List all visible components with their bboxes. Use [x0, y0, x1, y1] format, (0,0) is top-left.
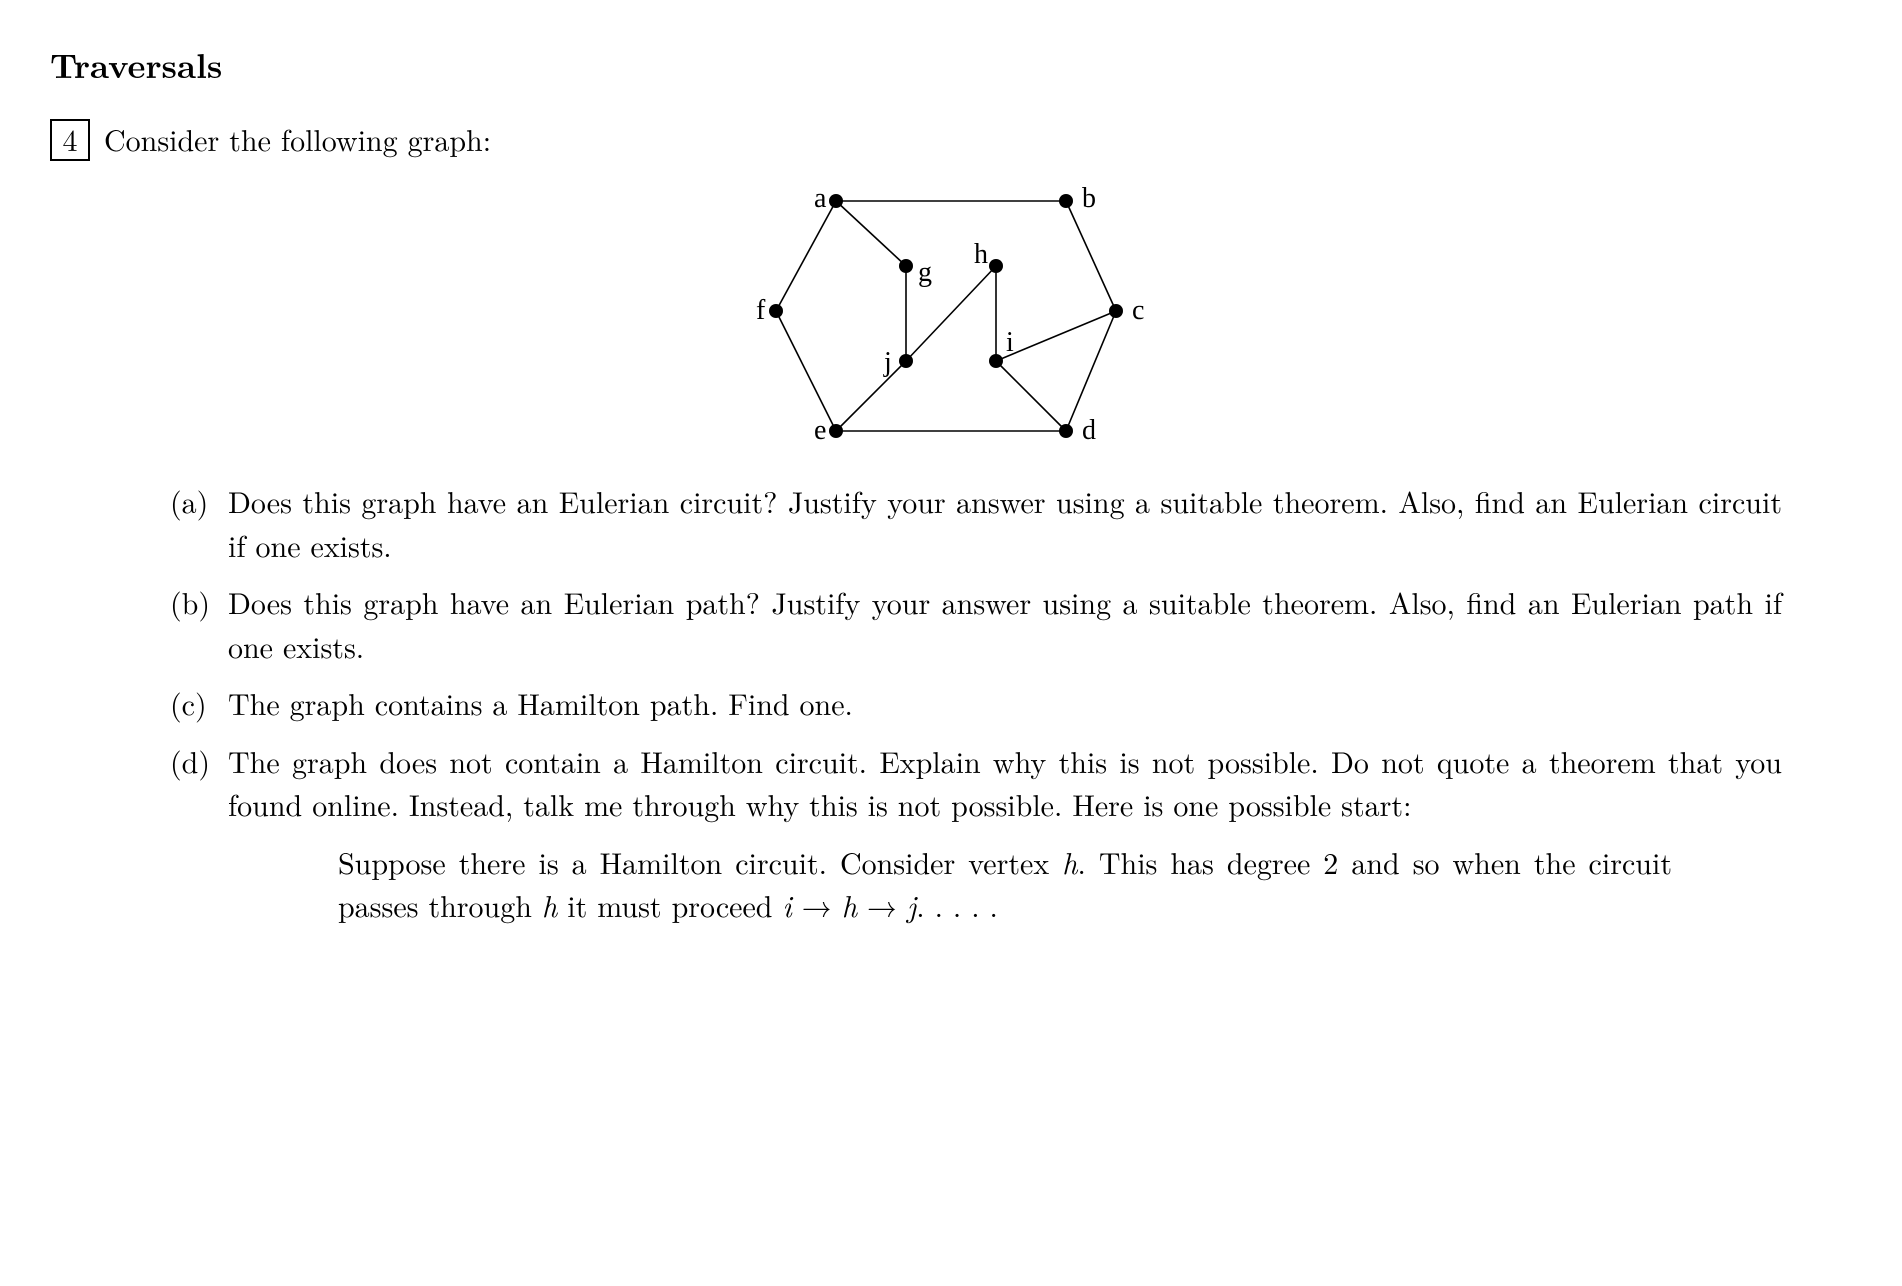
- graph-label-i: i: [1006, 327, 1014, 358]
- graph-label-g: g: [918, 257, 932, 288]
- subpart-label: (c): [170, 681, 214, 725]
- graph-edge: [1066, 201, 1116, 311]
- math-var-i: i: [782, 883, 791, 926]
- graph-label-a: a: [814, 183, 827, 214]
- arrow-glyph: →: [792, 883, 842, 926]
- graph-container: a b c d e f g h i j: [50, 171, 1852, 461]
- graph-edge: [776, 201, 836, 311]
- graph-node-e: [829, 424, 843, 438]
- graph-node-d: [1059, 424, 1073, 438]
- math-var-h: h: [842, 883, 857, 926]
- graph-node-b: [1059, 194, 1073, 208]
- graph-edge: [836, 201, 906, 266]
- subpart-text: The graph does not contain a Hamilton ci…: [228, 739, 1782, 927]
- problem-header: 4 Consider the following graph:: [50, 117, 1852, 161]
- subparts-list: (a) Does this graph have an Eulerian cir…: [170, 479, 1782, 927]
- graph-edge: [776, 311, 836, 431]
- graph-edge: [836, 361, 906, 431]
- graph-label-d: d: [1082, 415, 1096, 446]
- graph-node-a: [829, 194, 843, 208]
- subpart-c: (c) The graph contains a Hamilton path. …: [170, 681, 1782, 725]
- graph-label-f: f: [756, 295, 766, 326]
- subpart-a: (a) Does this graph have an Eulerian cir…: [170, 479, 1782, 566]
- graph-figure: a b c d e f g h i j: [736, 171, 1166, 461]
- graph-node-i: [989, 354, 1003, 368]
- graph-label-h: h: [974, 239, 988, 270]
- subpart-text: The graph contains a Hamilton path. Find…: [228, 681, 1782, 725]
- graph-node-j: [899, 354, 913, 368]
- subpart-d-text: The graph does not contain a Hamilton ci…: [228, 739, 1782, 826]
- graph-label-b: b: [1082, 183, 1096, 214]
- graph-label-j: j: [883, 347, 892, 378]
- graph-node-c: [1109, 304, 1123, 318]
- graph-edge: [996, 361, 1066, 431]
- subpart-label: (d): [170, 739, 214, 927]
- subpart-b: (b) Does this graph have an Eulerian pat…: [170, 580, 1782, 667]
- section-heading: Traversals: [50, 40, 1852, 89]
- page: Traversals 4 Consider the following grap…: [0, 0, 1902, 1286]
- quote-text: . . . . .: [916, 883, 998, 926]
- problem-number-box: 4: [50, 119, 90, 161]
- arrow-glyph: →: [857, 883, 907, 926]
- subpart-label: (a): [170, 479, 214, 566]
- graph-node-f: [769, 304, 783, 318]
- quote-text: it must proceed: [557, 883, 782, 926]
- graph-node-h: [989, 259, 1003, 273]
- graph-label-c: c: [1132, 295, 1144, 326]
- subpart-label: (b): [170, 580, 214, 667]
- subpart-text: Does this graph have an Eulerian circuit…: [228, 479, 1782, 566]
- subpart-text: Does this graph have an Eulerian path? J…: [228, 580, 1782, 667]
- subpart-d: (d) The graph does not contain a Hamilto…: [170, 739, 1782, 927]
- graph-label-e: e: [814, 415, 826, 446]
- math-var-h: h: [1062, 840, 1077, 883]
- math-var-j: j: [907, 883, 916, 926]
- hint-quote: Suppose there is a Hamilton circuit. Con…: [338, 840, 1672, 927]
- quote-text: Suppose there is a Hamilton circuit. Con…: [338, 840, 1062, 883]
- graph-node-g: [899, 259, 913, 273]
- problem-intro: Consider the following graph:: [104, 117, 491, 161]
- math-var-h: h: [542, 883, 557, 926]
